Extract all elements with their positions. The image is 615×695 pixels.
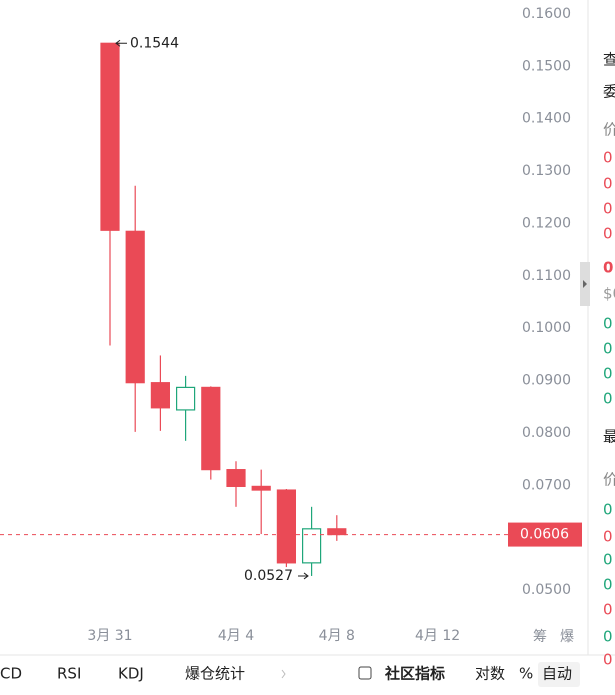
sidebar-item: 0 — [603, 390, 613, 408]
max-annotation: 0.1544 — [130, 35, 179, 51]
annotation-arrow — [115, 39, 127, 47]
handle-arrow — [583, 280, 587, 288]
sidebar-item: 0 — [603, 551, 613, 569]
sidebar-item: 0 — [603, 225, 613, 243]
tool-tab[interactable]: 爆仓统计 — [185, 665, 245, 683]
tool-tab[interactable]: KDJ — [118, 665, 144, 683]
x-tick-label: 3月 31 — [87, 628, 132, 644]
min-annotation: 0.0527 — [244, 568, 293, 584]
x-tick-label: 4月 4 — [218, 628, 254, 644]
sidebar-item: 0 — [603, 528, 613, 546]
sidebar-item: 0 — [603, 315, 613, 333]
candle-body — [150, 382, 170, 409]
candle-body — [327, 528, 347, 536]
candle-body — [176, 386, 196, 411]
tool-option[interactable]: % — [519, 665, 533, 683]
y-tick-label: 0.1100 — [522, 268, 571, 284]
y-tick-label: 0.1500 — [522, 58, 571, 74]
y-tick-label: 0.1000 — [522, 320, 571, 336]
sidebar-item: 0 — [603, 149, 613, 167]
y-tick-label: 0.0900 — [522, 373, 571, 389]
candle-body — [251, 485, 271, 491]
y-tick-label: 0.0700 — [522, 477, 571, 493]
edit-icon[interactable] — [358, 666, 372, 680]
y-tick-label: 0.0800 — [522, 425, 571, 441]
sidebar-item: 0 — [603, 340, 613, 358]
tool-tab[interactable]: CD — [0, 665, 22, 683]
sidebar-item: $0 — [603, 285, 615, 303]
tool-option[interactable]: 自动 — [542, 665, 572, 683]
last-price-label: 0.0606 — [520, 527, 569, 543]
x-tick-label: 4月 12 — [415, 628, 460, 644]
toolbar: CD RSI KDJ 爆仓统计 社区指标 对数 % 自动 — [0, 662, 580, 687]
sidebar-item: 0 — [603, 259, 613, 277]
sidebar-item: 0 — [603, 576, 613, 594]
x-extra-label: 筹 — [533, 628, 547, 645]
sidebar-item: 委 — [603, 83, 615, 101]
sidebar-item: 0 — [603, 175, 613, 193]
candle-body — [276, 489, 296, 564]
candle-body — [226, 469, 246, 487]
y-tick-label: 0.1400 — [522, 111, 571, 127]
annotation-arrow — [298, 572, 309, 580]
x-tick-label: 4月 8 — [319, 628, 355, 644]
candle-body — [100, 42, 120, 231]
y-tick-label: 0.1200 — [522, 215, 571, 231]
sidebar-item: 0 — [603, 628, 613, 646]
option-box — [538, 662, 580, 687]
sidebar-item: 0 — [603, 200, 613, 218]
tool-option[interactable]: 对数 — [475, 665, 505, 683]
more-arrow — [281, 669, 286, 679]
sidebar-item: 查 — [603, 51, 615, 69]
y-tick-label: 0.0500 — [522, 582, 571, 598]
last-price-box — [508, 522, 582, 547]
sidebar-item: 价 — [603, 471, 615, 489]
sidebar-item: 0 — [603, 651, 613, 669]
candle-body — [125, 230, 145, 384]
sidebar-item: 价 — [603, 121, 615, 139]
sidebar-item: 最 — [603, 428, 615, 446]
candle-body — [302, 528, 322, 564]
y-tick-label: 0.1300 — [522, 163, 571, 179]
x-extra-label: 爆 — [560, 629, 574, 645]
tool-tab[interactable]: RSI — [57, 665, 81, 683]
candle-body — [201, 386, 221, 471]
sidebar-item: 0 — [603, 601, 613, 619]
sidebar-item: 0 — [603, 365, 613, 383]
tool-tab[interactable]: 社区指标 — [384, 665, 445, 683]
sidebar-item: 0 — [603, 501, 613, 519]
y-tick-label: 0.1600 — [522, 6, 571, 22]
